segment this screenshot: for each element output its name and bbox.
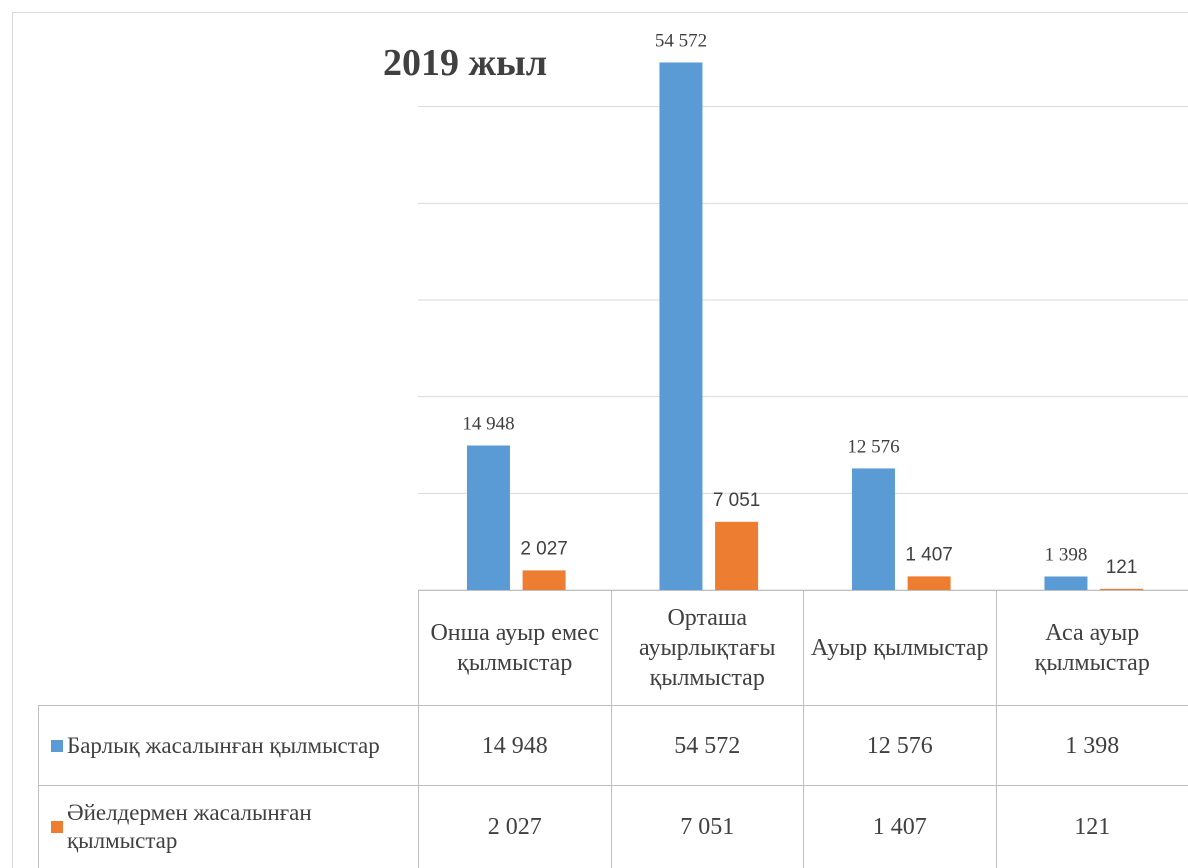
- data-label: 2 027: [520, 538, 568, 559]
- table-value: 1 398: [995, 705, 1188, 785]
- bar: [907, 576, 951, 590]
- bar: [851, 468, 895, 590]
- chart-title: 2019 жыл: [383, 42, 547, 84]
- table-value: 54 572: [610, 705, 803, 785]
- bar: [659, 62, 703, 591]
- category-label: Ауыр қылмыстар: [803, 590, 996, 705]
- table-value: 121: [995, 785, 1188, 868]
- bar: [715, 521, 759, 590]
- data-label: 54 572: [655, 30, 707, 51]
- chart-frame: [12, 12, 1188, 868]
- bar: [1100, 588, 1144, 590]
- legend-item: Әйелдермен жасалынған қылмыстар: [38, 785, 418, 868]
- legend-label: Әйелдермен жасалынған қылмыстар: [67, 800, 312, 853]
- category-label: Онша ауыр емес қылмыстар: [418, 590, 611, 705]
- category-label: Орташа ауырлықтағы қылмыстар: [610, 590, 803, 705]
- legend-swatch: [51, 739, 63, 752]
- data-label: 7 051: [713, 490, 761, 511]
- table-value: 1 407: [803, 785, 996, 868]
- data-label: 121: [1106, 557, 1138, 578]
- category-label: Аса ауыр қылмыстар: [995, 590, 1188, 705]
- legend-swatch: [51, 821, 63, 833]
- data-label: 12 576: [847, 436, 899, 457]
- bar: [466, 445, 510, 590]
- data-label: 1 398: [1045, 544, 1088, 565]
- data-label: 14 948: [462, 414, 514, 435]
- legend-label: Барлық жасалынған қылмыстар: [67, 732, 380, 758]
- bar: [1044, 576, 1088, 590]
- table-value: 2 027: [418, 785, 611, 868]
- table-value: 12 576: [803, 705, 996, 785]
- table-value: 7 051: [610, 785, 803, 868]
- legend-item: Барлық жасалынған қылмыстар: [38, 705, 418, 785]
- data-label: 1 407: [905, 544, 953, 565]
- bar: [522, 570, 566, 590]
- table-value: 14 948: [418, 705, 611, 785]
